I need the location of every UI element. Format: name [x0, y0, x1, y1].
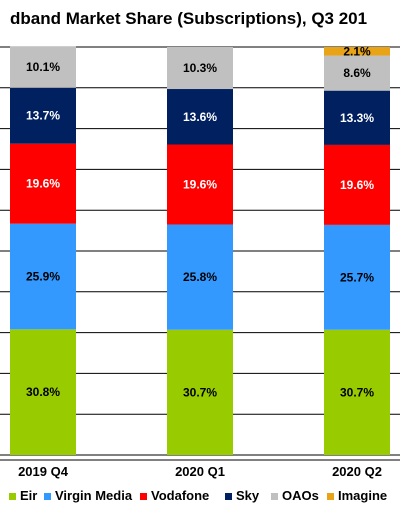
legend-label: Virgin Media: [55, 488, 133, 503]
legend-label: Eir: [20, 488, 37, 503]
bar-segment: [324, 47, 390, 56]
legend-label: Imagine: [338, 488, 387, 503]
data-label: 19.6%: [183, 177, 217, 191]
bar-segment: [324, 329, 390, 455]
bar-segment: [10, 143, 76, 224]
bar-segment: [10, 46, 76, 88]
bar-segment: [167, 224, 233, 330]
data-label: 13.7%: [26, 109, 60, 123]
bar-segment: [10, 329, 76, 455]
data-label: 13.3%: [340, 111, 374, 125]
chart-title: dband Market Share (Subscriptions), Q3 2…: [10, 9, 367, 28]
bar-segment: [167, 47, 233, 90]
data-label: 25.8%: [183, 270, 217, 284]
legend-label: Sky: [236, 488, 260, 503]
bar-segment: [167, 144, 233, 225]
data-label: 25.9%: [26, 270, 60, 284]
data-label: 25.7%: [340, 270, 374, 284]
data-label: 19.6%: [340, 178, 374, 192]
category-label: 2020 Q1: [175, 464, 225, 479]
legend-swatch: [140, 493, 147, 500]
legend-swatch: [271, 493, 278, 500]
category-labels: 2019 Q4 2020 Q1 2020 Q2: [18, 464, 382, 479]
legend: Eir Virgin Media Vodafone Sky OAOs Imagine: [9, 488, 387, 503]
bar-segment: [10, 223, 76, 330]
data-label: 10.3%: [183, 61, 217, 75]
data-label: 19.6%: [26, 177, 60, 191]
legend-label: OAOs: [282, 488, 319, 503]
bar-segment: [324, 90, 390, 145]
bar-segment: [167, 329, 233, 455]
data-label: 30.7%: [340, 385, 374, 399]
data-label: 13.6%: [183, 110, 217, 124]
data-label: 30.8%: [26, 385, 60, 399]
bars: 30.8% 25.9% 19.6% 13.7% 10.1% 30.7% 25.8% 19.6%…: [10, 44, 390, 455]
bar-segment: [324, 55, 390, 91]
legend-swatch: [327, 493, 334, 500]
data-label: 2.1%: [343, 44, 371, 58]
data-label: 10.1%: [26, 60, 60, 74]
bar-segment: [324, 144, 390, 225]
data-label: 30.7%: [183, 385, 217, 399]
legend-label: Vodafone: [151, 488, 209, 503]
legend-swatch: [44, 493, 51, 500]
data-label: 8.6%: [343, 66, 371, 80]
legend-swatch: [9, 493, 16, 500]
bar-segment: [10, 87, 76, 144]
category-label: 2020 Q2: [332, 464, 382, 479]
bar-segment: [324, 224, 390, 330]
legend-swatch: [225, 493, 232, 500]
category-label: 2019 Q4: [18, 464, 69, 479]
bar-segment: [167, 89, 233, 145]
